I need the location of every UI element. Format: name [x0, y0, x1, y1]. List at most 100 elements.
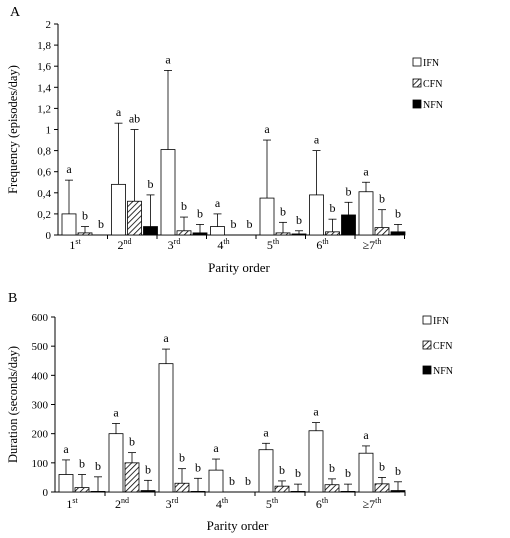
legend-swatch-ifn — [422, 315, 432, 325]
significance-letter: a — [163, 331, 169, 345]
x-tick-label: 3rd — [168, 237, 181, 252]
bar-cfn — [325, 231, 340, 236]
y-tick-label: 1,6 — [37, 61, 51, 73]
y-tick-label: 1,8 — [37, 40, 51, 52]
significance-letter: a — [213, 441, 219, 455]
bar-ifn — [308, 430, 324, 493]
y-tick-label: 0 — [43, 487, 49, 499]
significance-letter: b — [279, 463, 285, 477]
significance-letter: b — [345, 466, 351, 480]
bar-nfn — [140, 490, 156, 493]
bar-cfn — [324, 484, 340, 493]
panel-label: A — [10, 5, 21, 20]
significance-letter: b — [379, 192, 385, 206]
significance-letter: b — [330, 201, 336, 215]
significance-letter: a — [165, 52, 171, 66]
significance-letter: a — [313, 405, 319, 419]
significance-letter: a — [66, 162, 72, 176]
y-tick-label: 2 — [46, 19, 52, 31]
legend-label-nfn: NFN — [423, 100, 443, 111]
x-tick-label: 5th — [266, 496, 278, 511]
significance-letter: b — [129, 435, 135, 449]
x-tick-label: 2nd — [118, 237, 132, 252]
y-tick-label: 400 — [32, 370, 49, 382]
x-axis-label: Parity order — [207, 518, 269, 533]
legend-label-cfn: CFN — [423, 79, 442, 90]
x-axis-label: Parity order — [208, 260, 270, 275]
legend-swatch-cfn — [412, 78, 422, 88]
significance-letter: b — [179, 451, 185, 465]
legend-label-cfn: CFN — [433, 341, 452, 352]
x-tick-label: 5th — [267, 237, 279, 252]
y-tick-label: 200 — [32, 429, 49, 441]
x-tick-label: 6th — [316, 237, 328, 252]
significance-letter: a — [363, 428, 369, 442]
bar-nfn — [290, 491, 306, 493]
y-tick-label: 1,2 — [37, 103, 51, 115]
significance-letter: b — [295, 466, 301, 480]
bar-nfn — [340, 491, 356, 493]
bar-nfn — [190, 491, 206, 493]
significance-letter: a — [314, 133, 320, 147]
y-tick-label: 0 — [46, 230, 52, 242]
bar-ifn — [108, 433, 124, 493]
y-tick-label: 600 — [32, 312, 49, 324]
x-tick-label: ≥7th — [363, 496, 382, 511]
bar-cfn — [374, 483, 390, 493]
bar-nfn — [143, 226, 158, 236]
bar-ifn — [259, 197, 275, 236]
bar-cfn — [176, 230, 192, 236]
significance-letter: b — [395, 464, 401, 478]
significance-letter: a — [264, 122, 270, 136]
bar-nfn — [390, 490, 406, 493]
bar-cfn — [274, 485, 290, 493]
bar-ifn — [309, 194, 324, 236]
x-tick-label: 4th — [217, 237, 229, 252]
y-tick-label: 1 — [46, 125, 52, 137]
bar-ifn — [58, 474, 74, 493]
significance-letter: a — [116, 105, 122, 119]
legend-swatch-cfn — [422, 340, 432, 350]
significance-letter: b — [296, 213, 302, 227]
significance-letter: a — [63, 442, 69, 456]
significance-letter: b — [245, 474, 251, 488]
bar-ifn — [158, 363, 174, 493]
y-tick-label: 500 — [32, 341, 49, 353]
legend-swatch-nfn — [422, 365, 432, 375]
x-tick-label: 1st — [66, 496, 78, 511]
y-tick-label: 300 — [32, 400, 49, 412]
significance-letter: b — [247, 217, 253, 231]
significance-letter: b — [95, 459, 101, 473]
significance-letter: b — [229, 474, 235, 488]
y-axis-label: Duration (seconds/day) — [6, 346, 20, 463]
bar-ifn — [208, 469, 224, 493]
significance-letter: b — [197, 206, 203, 220]
bar-nfn — [90, 491, 106, 493]
significance-letter: b — [379, 459, 385, 473]
x-tick-label: 2nd — [115, 496, 129, 511]
bar-cfn — [374, 227, 390, 236]
bar-cfn — [74, 487, 90, 493]
bar-cfn — [174, 482, 190, 493]
y-tick-label: 0,4 — [37, 188, 51, 200]
significance-letter: b — [231, 217, 237, 231]
significance-letter: b — [98, 217, 104, 231]
significance-letter: b — [280, 204, 286, 218]
significance-letter: a — [215, 196, 221, 210]
bar-nfn — [291, 233, 307, 236]
significance-letter: ab — [129, 112, 140, 126]
x-tick-label: 1st — [69, 237, 81, 252]
significance-letter: a — [113, 405, 119, 419]
bar-nfn — [341, 214, 356, 236]
legend-swatch-ifn — [412, 57, 422, 67]
x-tick-label: ≥7th — [363, 237, 382, 252]
significance-letter: a — [363, 164, 369, 178]
significance-letter: b — [195, 460, 201, 474]
x-tick-label: 6th — [316, 496, 328, 511]
bar-nfn — [390, 231, 406, 236]
significance-letter: b — [329, 461, 335, 475]
y-axis-label: Frequency (episodes/day) — [6, 65, 20, 194]
significance-letter: b — [145, 462, 151, 476]
bar-ifn — [61, 213, 77, 236]
